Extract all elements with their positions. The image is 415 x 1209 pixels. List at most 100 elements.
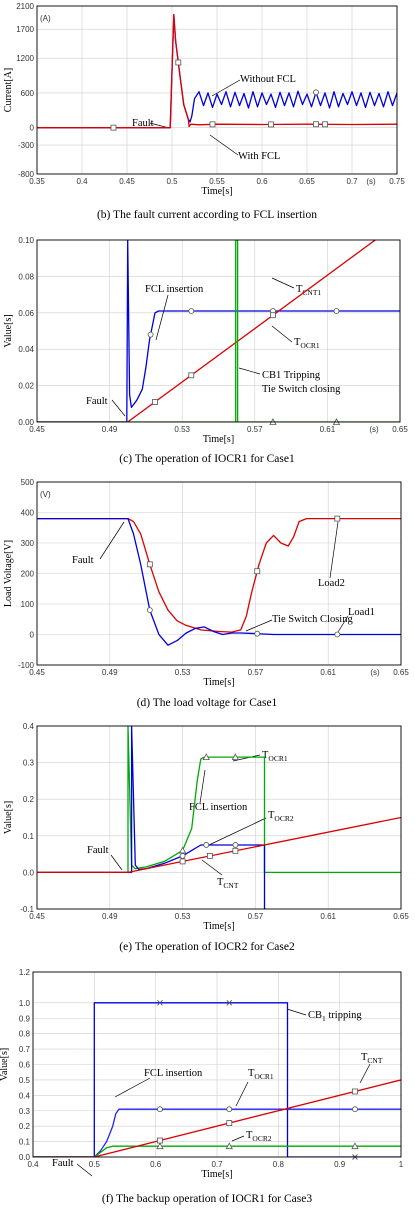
x-axis-label: Time[s] [203, 921, 234, 932]
leader-line [271, 325, 293, 343]
annotation-tocr1: TOCR1 [262, 750, 288, 763]
data-point-marker [175, 59, 182, 66]
annotation-tocr1: TOCR1 [248, 1068, 274, 1081]
annotation-tie-switch-closing: Tie Switch closing [262, 384, 341, 395]
y-tick-label: 1.2 [19, 968, 31, 977]
y-tick-label: 0 [30, 631, 35, 640]
y-tick-label: 0.3 [19, 1107, 31, 1116]
data-point-marker [110, 124, 117, 131]
data-point-marker [206, 853, 213, 859]
data-point-marker [157, 1137, 163, 1144]
y-tick-label: -0.1 [20, 905, 34, 914]
t-letter: T [248, 1068, 255, 1079]
x-tick-label: 0.5 [89, 1160, 101, 1169]
leader-line [155, 294, 169, 341]
leader-line [329, 521, 339, 579]
series-line [37, 14, 397, 129]
data-point-marker [157, 1000, 163, 1006]
y-tick-label: 600 [21, 89, 35, 98]
leader-line [114, 1077, 151, 1098]
y-tick-label: 0.02 [18, 382, 34, 391]
annotation-tcnt1: TCNT1 [296, 284, 321, 297]
y-tick-label: 400 [21, 509, 35, 518]
annotation-fault: Fault [72, 555, 94, 566]
data-point-marker [352, 1106, 358, 1113]
x-tick-label: 0.53 [175, 668, 191, 677]
y-tick-label: 1200 [16, 54, 34, 63]
t-letter: T [246, 1130, 253, 1141]
leader-line [245, 619, 273, 632]
data-point-marker [146, 561, 153, 568]
ocr1-subscript: OCR1 [268, 754, 287, 763]
data-point-marker [313, 121, 319, 128]
data-point-marker [268, 121, 274, 128]
data-point-marker [334, 515, 341, 522]
leader-line [99, 521, 125, 560]
y-tick-label: 500 [21, 478, 35, 487]
series-line [37, 816, 401, 874]
leader-line [208, 817, 267, 846]
annotation-tcnt: TCNT [217, 877, 239, 890]
x-tick-label: 0.53 [174, 425, 190, 434]
plot-frame [36, 5, 398, 175]
cnt1-subscript: CNT1 [302, 288, 321, 297]
x-axis-label: Time[s] [203, 434, 234, 445]
t-letter: T [262, 750, 269, 761]
x-tick-label: 0.6 [256, 177, 268, 186]
x-tick-label: 0.55 [209, 177, 225, 186]
leader-line [337, 615, 349, 633]
annotation-load2: Load2 [318, 578, 345, 589]
cnt-subscript: CNT [367, 1056, 382, 1065]
data-point-marker [232, 842, 239, 848]
y-tick-label: 2100 [16, 2, 34, 11]
y-tick-label: 0.1 [23, 832, 35, 841]
x-tick-label: 0.7 [346, 177, 358, 186]
x-axis-label: Time[s] [201, 1169, 232, 1180]
x-tick-label: 0.65 [393, 668, 409, 677]
y-tick-label: 0.6 [19, 1061, 31, 1070]
y-tick-label: 0.4 [19, 1091, 31, 1100]
series-group [37, 240, 400, 422]
leader-line [201, 859, 223, 876]
x-tick-label: 0.61 [320, 912, 336, 921]
annotation-fault: Fault [86, 396, 108, 407]
y-tick-label: 0.7 [19, 1045, 31, 1054]
x-tick-label: 0.57 [248, 912, 264, 921]
grid [36, 5, 398, 175]
annotation-tie-switch-closing: Tie Switch Closing [272, 614, 353, 625]
y-tick-label: 100 [21, 600, 35, 609]
data-point-marker [226, 1120, 233, 1126]
x-tick-label: 0.57 [248, 668, 264, 677]
y-tick-label: 0.5 [19, 1076, 31, 1085]
annotation-fcl-insertion: FCL insertion [145, 284, 204, 295]
y-unit: (A) [40, 14, 51, 23]
x-axis-label: Time[s] [201, 186, 232, 197]
annotation-without-fcl: Without FCL [240, 74, 296, 85]
data-point-marker [146, 607, 153, 613]
y-tick-label: 0.06 [18, 309, 34, 318]
x-tick-label: 0.4 [27, 1160, 39, 1169]
x-tick-label: 0.75 [389, 177, 405, 186]
x-tick-label: 0.65 [392, 425, 408, 434]
x-tick-label: 0.65 [393, 912, 409, 921]
leader-line [211, 79, 241, 97]
y-tick-label: 0.3 [23, 759, 35, 768]
t-letter: T [217, 877, 224, 888]
t-letter: T [294, 337, 301, 348]
annotation-tocr1: TOCR1 [294, 337, 320, 350]
caption-e: (e) The operation of IOCR2 for Case2 [119, 941, 295, 953]
data-point-marker [225, 1142, 233, 1150]
series-group [37, 14, 397, 129]
data-point-marker [203, 842, 210, 848]
leader-line [235, 1081, 249, 1107]
y-tick-label: 0.00 [18, 418, 34, 427]
y-tick-label: 0.10 [18, 236, 34, 245]
y-tick-label: 1700 [16, 25, 34, 34]
series-line [33, 1002, 401, 1157]
grid [32, 971, 402, 1158]
x-tick-label: 0.45 [29, 912, 45, 921]
data-point-marker [352, 1088, 358, 1095]
series-group [37, 517, 401, 646]
data-point-marker [202, 753, 210, 761]
